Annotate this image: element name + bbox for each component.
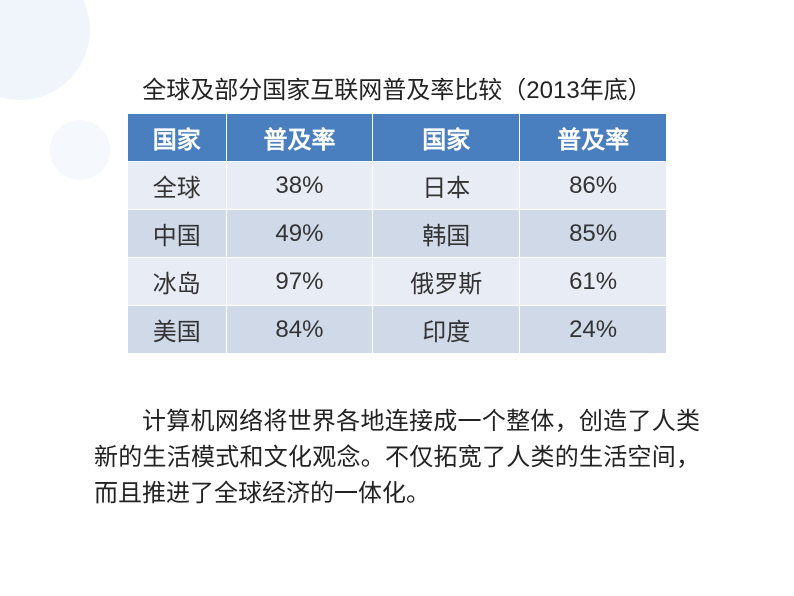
cell-country: 中国 [128, 210, 227, 258]
header-rate-1: 普及率 [226, 114, 373, 162]
cell-rate: 61% [520, 258, 667, 306]
table-header-row: 国家 普及率 国家 普及率 [128, 114, 667, 162]
cell-country: 日本 [373, 162, 520, 210]
cell-country: 俄罗斯 [373, 258, 520, 306]
cell-rate: 24% [520, 306, 667, 354]
slide-content: 全球及部分国家互联网普及率比较（2013年底） 国家 普及率 国家 普及率 全球… [0, 0, 794, 512]
cell-country: 印度 [373, 306, 520, 354]
cell-rate: 84% [226, 306, 373, 354]
cell-country: 冰岛 [128, 258, 227, 306]
cell-country: 韩国 [373, 210, 520, 258]
cell-rate: 38% [226, 162, 373, 210]
cell-rate: 85% [520, 210, 667, 258]
table-row: 全球 38% 日本 86% [128, 162, 667, 210]
table-row: 冰岛 97% 俄罗斯 61% [128, 258, 667, 306]
penetration-table: 国家 普及率 国家 普及率 全球 38% 日本 86% 中国 49% 韩国 85… [127, 113, 667, 354]
slide-title: 全球及部分国家互联网普及率比较（2013年底） [90, 70, 704, 105]
table-row: 中国 49% 韩国 85% [128, 210, 667, 258]
cell-country: 全球 [128, 162, 227, 210]
cell-rate: 86% [520, 162, 667, 210]
header-country-2: 国家 [373, 114, 520, 162]
table-row: 美国 84% 印度 24% [128, 306, 667, 354]
cell-rate: 49% [226, 210, 373, 258]
cell-country: 美国 [128, 306, 227, 354]
header-country-1: 国家 [128, 114, 227, 162]
header-rate-2: 普及率 [520, 114, 667, 162]
summary-paragraph: 计算机网络将世界各地连接成一个整体，创造了人类新的生活模式和文化观念。不仅拓宽了… [90, 404, 704, 512]
cell-rate: 97% [226, 258, 373, 306]
